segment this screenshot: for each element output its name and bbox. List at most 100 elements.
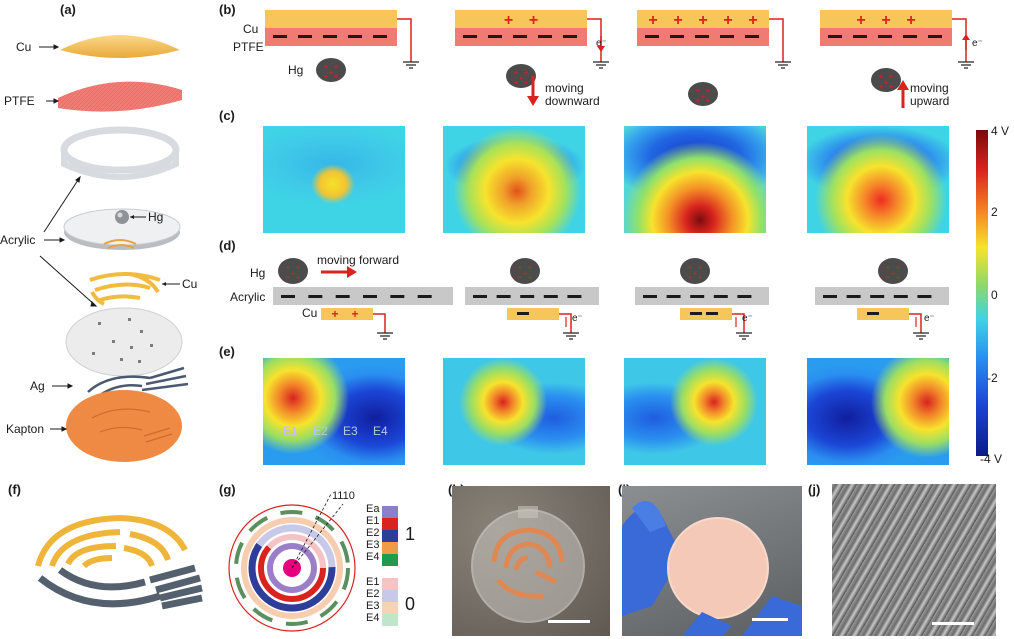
b-positive-charge: + [881,12,890,29]
label-d-electron-2: e⁻ [742,313,753,324]
panel-label-g: (g) [219,482,236,497]
svg-text:+: + [523,269,528,278]
svg-text:+: + [698,263,703,272]
label-ag: Ag [30,379,45,393]
d-cu-pad-4 [857,308,909,320]
b-negative-charge [513,35,527,38]
d-cu-pad-2 [507,308,559,320]
panel-label-a: (a) [60,2,76,17]
d-negative-charge [520,295,535,298]
device-photo-i [622,486,802,636]
b-wire [769,18,784,62]
label-ptfe: PTFE [4,94,35,108]
label-g-e3: E3 [366,539,380,551]
b-negative-charge [563,35,577,38]
b-positive-charge: + [906,12,915,29]
svg-text:+: + [693,269,698,278]
svg-text:+: + [331,307,338,321]
d-negative-charge [690,295,705,298]
d-hg-droplet-2 [510,258,540,284]
b-negative-charge [828,35,842,38]
d-negative-charge [543,295,558,298]
label-g0-e4: E4 [366,612,380,624]
colorbar-tick-2: 2 [991,205,998,219]
label-e4: E4 [373,424,388,438]
b-negative-charge [853,35,867,38]
svg-text:+: + [896,273,901,282]
label-hg: Hg [148,210,164,224]
d-negative-charge [417,295,432,298]
acrylic-ring [60,126,180,174]
label-bit-zero: 0 [405,594,416,614]
sem-image-j [832,484,996,636]
label-moving-downward: moving downward [545,81,600,108]
colorbar-tick-0: 0 [991,288,998,302]
svg-text:+: + [886,263,891,272]
b-positive-charge: + [529,12,538,29]
b-hg-droplet-4 [871,68,901,92]
label-b-electron-2: e⁻ [972,38,983,49]
b-negative-charge [878,35,892,38]
b-negative-charge [323,35,337,38]
label-g0-e3: E3 [366,600,380,612]
colorbar-tick-max: 4 V [991,124,1010,138]
b-positive-charge: + [748,12,757,29]
label-g-e1: E1 [366,515,380,527]
svg-text:+: + [886,273,891,282]
label-g-ea: Ea [366,503,380,515]
label-e2: E2 [313,424,328,438]
svg-text:+: + [688,273,693,282]
svg-text:+: + [698,273,703,282]
svg-text:+: + [351,307,358,321]
b-negative-charge [488,35,502,38]
d-negative-charge [335,295,350,298]
svg-text:+: + [324,62,329,71]
label-g0-e2: E2 [366,588,380,600]
b-cu-electrode-3 [637,10,769,28]
panel-label-j: (j) [808,482,821,497]
d-negative-charge [846,295,861,298]
label-b-hg: Hg [288,63,304,77]
b-cu-electrode-1 [265,10,397,28]
svg-text:+: + [706,86,711,95]
potential-map-e1 [263,358,405,465]
coding-ring-diagram [228,493,398,632]
svg-text:+: + [524,78,529,87]
svg-text:+: + [696,96,701,105]
label-kapton: Kapton [6,422,45,436]
b-negative-charge [720,35,734,38]
b-positive-charge: + [856,12,865,29]
svg-text:+: + [514,78,519,87]
d-negative-charge [893,295,908,298]
b-cu-electrode-2 [455,10,587,28]
label-code-1110: 1110 [332,490,355,502]
svg-text:+: + [518,273,523,282]
potential-map-c1 [263,126,405,233]
d-negative-charge [643,295,657,298]
svg-text:+: + [891,269,896,278]
panel-label-c: (c) [219,108,235,123]
svg-text:+: + [696,86,701,95]
hg-sphere [115,210,129,224]
d-negative-charge [496,295,511,298]
label-b-cu: Cu [243,22,259,36]
b-negative-charge [670,35,684,38]
svg-text:+: + [324,72,329,81]
svg-text:+: + [528,263,533,272]
exploded-device-diagram [39,35,189,462]
potential-map-e2 [443,358,585,465]
d-negative-charge [917,295,932,298]
kapton-layer [66,390,182,462]
label-b-electron-1: e⁻ [596,38,607,49]
label-moving-upward: moving upward [910,81,950,108]
svg-text:+: + [329,68,334,77]
label-bit-one: 1 [405,524,416,544]
d-hg-droplet-4 [878,258,908,284]
device-photo-h [452,486,610,636]
d-hg-droplet-3 [680,258,710,284]
label-d-acrylic: Acrylic [230,290,266,304]
d-negative-charge [567,295,582,298]
b-negative-charge [903,35,917,38]
label-cu: Cu [16,40,32,54]
svg-text:+: + [334,72,339,81]
